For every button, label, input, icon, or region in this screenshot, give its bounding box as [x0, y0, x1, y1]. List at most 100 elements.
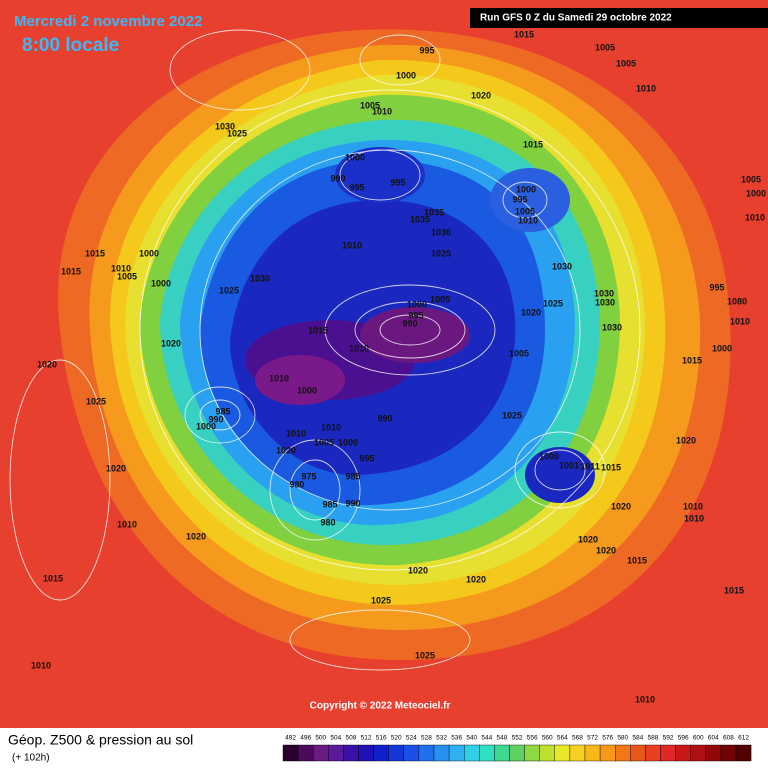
pressure-label: 985 [215, 406, 230, 416]
scale-label: 504 [330, 735, 341, 742]
pressure-label: 995 [408, 310, 423, 320]
pressure-label: 1020 [466, 574, 486, 584]
pressure-label: 995 [390, 177, 405, 187]
footer-lead: (+ 102h) [12, 753, 50, 764]
color-scale: 492 496 500 504 508 512 516 520 524 528 532 536 540 5… [282, 735, 752, 762]
pressure-label: 1005 [509, 348, 529, 358]
pressure-label: 995 [709, 282, 724, 292]
scale-swatch [720, 744, 737, 762]
scale-label: 600 [693, 735, 704, 742]
pressure-label: 1025 [543, 298, 563, 308]
pressure-label: 1080 [727, 296, 747, 306]
isobars [9, 29, 641, 671]
scale-swatch [403, 744, 420, 762]
scale-label: 580 [617, 735, 628, 742]
pressure-label: 985 [322, 499, 337, 509]
pressure-label: 1010 [518, 215, 538, 225]
pressure-label: 1010 [636, 83, 656, 93]
scale-label: 496 [300, 735, 311, 742]
pressure-label: 1015 [43, 573, 63, 583]
pressure-label: 1015 [682, 355, 702, 365]
scale-swatch [630, 744, 646, 762]
pressure-label: 1005 [360, 100, 380, 110]
pressure-label: 1015 [601, 462, 621, 472]
pressure-label: 1020 [161, 338, 181, 348]
scale-label: 612 [738, 735, 749, 742]
scale-label: 552 [512, 735, 523, 742]
scale-label: 528 [421, 735, 432, 742]
pressure-label: 1020 [106, 463, 126, 473]
pressure-label: 1010 [286, 428, 306, 438]
scale-label: 576 [602, 735, 613, 742]
scale-swatch [297, 744, 314, 762]
scale-label: 520 [391, 735, 402, 742]
pressure-label: 1000 [407, 299, 427, 309]
pressure-label: 990 [377, 413, 392, 423]
pressure-label: 1020 [408, 565, 428, 575]
pressure-label: 995 [419, 45, 434, 55]
pressure-label: 1030 [552, 261, 572, 271]
scale-swatch [388, 744, 405, 762]
pressure-label: 1010 [117, 519, 137, 529]
scale-swatch [328, 744, 344, 762]
scale-label: 500 [315, 735, 326, 742]
scale-swatch [509, 744, 525, 762]
scale-label: 568 [572, 735, 583, 742]
pressure-label: 1001 [559, 460, 579, 470]
pressure-label: 995 [359, 453, 374, 463]
scale-swatch [735, 744, 752, 762]
pressure-label: 1025 [502, 410, 522, 420]
pressure-label: 1010 [730, 316, 750, 326]
pressure-label: 990 [345, 498, 360, 508]
pressure-label: 1011 [580, 461, 600, 471]
pressure-label: 1005 [741, 174, 761, 184]
map-date: Mercredi 2 novembre 2022 [14, 13, 202, 30]
pressure-label: 1030 [594, 288, 614, 298]
pressure-label: 1020 [471, 90, 491, 100]
scale-label: 516 [376, 735, 387, 742]
pressure-label: 1000 [139, 248, 159, 258]
pressure-label: 1025 [227, 128, 247, 138]
pressure-label: 990 [402, 318, 417, 328]
pressure-label: 1015 [724, 585, 744, 595]
pressure-label: 1000 [345, 152, 365, 162]
scale-swatch [479, 744, 495, 762]
scale-label: 560 [542, 735, 553, 742]
scale-label: 536 [451, 735, 462, 742]
pressure-label: 1010 [321, 422, 341, 432]
pressure-label: 1010 [372, 106, 392, 116]
pressure-label: 1000 [712, 343, 732, 353]
pressure-label: 1005 [515, 206, 535, 216]
scale-label: 548 [497, 735, 508, 742]
pressure-label: 1015 [523, 139, 543, 149]
pressure-label: 1010 [269, 373, 289, 383]
pressure-label: 1015 [61, 266, 81, 276]
pressure-label: 1030 [595, 297, 615, 307]
scale-label: 572 [587, 735, 598, 742]
pressure-label: 1000 [151, 278, 171, 288]
map-time: 8:00 locale [22, 35, 119, 56]
pressure-label: 1015 [514, 29, 534, 39]
scale-swatch [358, 744, 374, 762]
scale-swatch [660, 744, 676, 762]
scale-label: 508 [346, 735, 357, 742]
pressure-label: 1020 [521, 307, 541, 317]
pressure-label: 1025 [86, 396, 106, 406]
pressure-label: 1005 [117, 271, 137, 281]
scale-label: 608 [723, 735, 734, 742]
pressure-label: 1000 [338, 437, 358, 447]
scale-swatch [494, 744, 510, 762]
pressure-label: 1030 [250, 273, 270, 283]
scale-swatch [690, 744, 707, 762]
scale-swatch [524, 744, 540, 762]
scale-label: 596 [678, 735, 689, 742]
pressure-label: 1000 [297, 385, 317, 395]
pressure-label: 1010 [683, 501, 703, 511]
copyright: Copyright © 2022 Meteociel.fr [310, 701, 451, 712]
scale-swatch [373, 744, 389, 762]
scale-label: 512 [361, 735, 372, 742]
scale-label: 588 [648, 735, 659, 742]
scale-label: 540 [466, 735, 477, 742]
scale-swatch [705, 744, 722, 762]
